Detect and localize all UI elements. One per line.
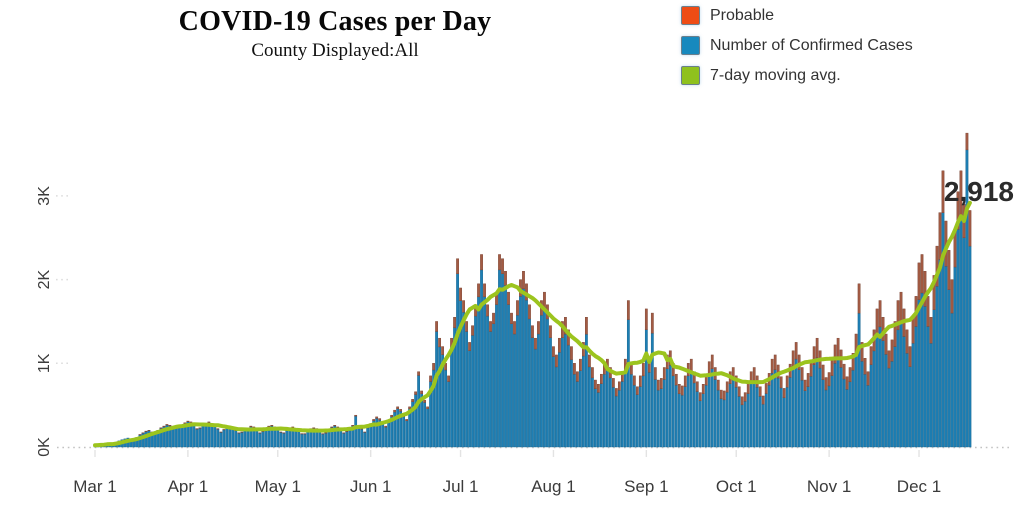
- probable-swatch-icon: [682, 7, 699, 24]
- x-axis-ticks: [94, 450, 920, 457]
- svg-text:2K: 2K: [36, 269, 53, 289]
- legend-label-confirmed: Number of Confirmed Cases: [710, 36, 913, 54]
- title-block: COVID-19 Cases per Day County Displayed:…: [100, 6, 570, 62]
- svg-text:May 1: May 1: [255, 477, 301, 496]
- svg-text:Dec 1: Dec 1: [897, 477, 941, 496]
- svg-text:1K: 1K: [36, 353, 53, 373]
- moving-avg-line[interactable]: [93, 200, 972, 448]
- chart-subtitle: County Displayed:All: [251, 40, 419, 61]
- svg-text:Oct 1: Oct 1: [716, 477, 757, 496]
- svg-text:Mar 1: Mar 1: [73, 477, 116, 496]
- svg-text:0K: 0K: [36, 437, 53, 457]
- svg-text:Nov 1: Nov 1: [807, 477, 851, 496]
- x-axis-labels: Mar 1 Apr 1 May 1 Jun 1 Jul 1 Aug 1 Sep 1 Oct 1…: [73, 477, 941, 496]
- legend: Probable Number of Confirmed Cases 7-day…: [682, 7, 913, 97]
- moving-avg-swatch-icon: [682, 67, 699, 84]
- legend-item-moving-avg[interactable]: 7-day moving avg.: [682, 67, 913, 84]
- legend-label-probable: Probable: [710, 6, 775, 24]
- y-axis-labels: 0K 1K 2K 3K: [36, 186, 53, 457]
- chart-title: COVID-19 Cases per Day: [178, 6, 492, 37]
- moving-avg-annotation: 2,918: [944, 176, 1014, 207]
- svg-text:3K: 3K: [36, 186, 53, 206]
- legend-label-moving-avg: 7-day moving avg.: [710, 66, 841, 84]
- svg-text:Aug 1: Aug 1: [531, 477, 575, 496]
- confirmed-swatch-icon: [682, 37, 699, 54]
- svg-text:Jul 1: Jul 1: [443, 477, 479, 496]
- bars-confirmed[interactable]: [93, 149, 972, 448]
- svg-text:Jun 1: Jun 1: [350, 477, 392, 496]
- svg-text:Sep 1: Sep 1: [624, 477, 668, 496]
- legend-item-confirmed[interactable]: Number of Confirmed Cases: [682, 37, 913, 54]
- svg-text:Apr 1: Apr 1: [168, 477, 209, 496]
- legend-item-probable[interactable]: Probable: [682, 7, 913, 24]
